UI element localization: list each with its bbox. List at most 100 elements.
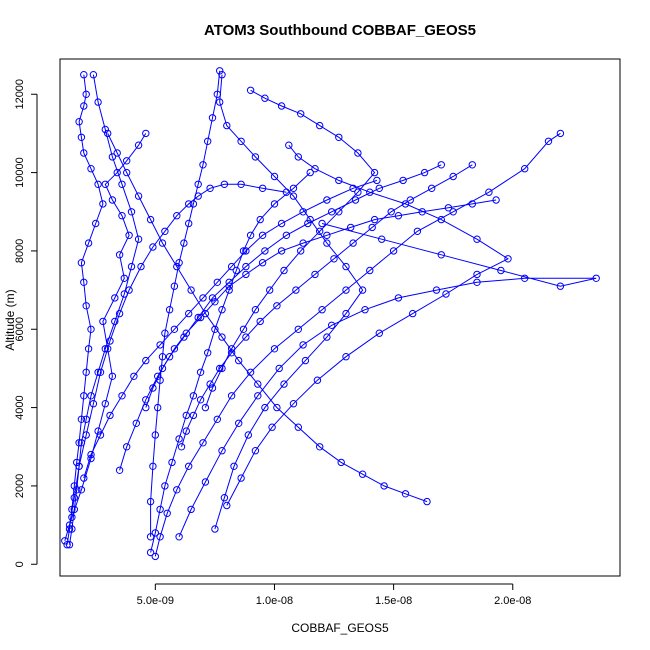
data-point: [204, 137, 212, 146]
data-point: [289, 400, 298, 408]
data-point: [75, 462, 83, 470]
data-point: [246, 86, 255, 95]
data-point: [544, 137, 553, 146]
data-point: [246, 231, 255, 240]
data-point: [182, 411, 191, 420]
data-point: [223, 121, 231, 130]
data-point: [146, 497, 155, 506]
data-point: [254, 392, 262, 400]
data-point: [521, 165, 529, 173]
data-point: [285, 141, 293, 149]
data-point: [196, 368, 205, 376]
data-point: [87, 450, 95, 459]
data-point: [206, 380, 214, 388]
data-point: [65, 541, 74, 549]
data-point: [368, 223, 376, 232]
data-point: [442, 290, 450, 298]
data-point: [220, 180, 229, 189]
data-point: [101, 180, 110, 189]
data-point: [180, 333, 188, 341]
y-tick-label: 2000: [14, 474, 26, 498]
data-point: [289, 184, 298, 193]
data-point: [437, 251, 445, 259]
data-point: [420, 168, 429, 177]
data-point: [213, 278, 222, 286]
data-point: [349, 239, 357, 247]
data-point: [227, 262, 236, 271]
data-point: [158, 364, 167, 373]
data-point: [189, 392, 198, 400]
data-point: [173, 212, 181, 220]
data-point: [173, 486, 181, 494]
data-point: [216, 67, 224, 75]
data-point: [266, 286, 274, 294]
data-point: [375, 329, 383, 337]
data-point: [258, 259, 267, 267]
data-point: [70, 505, 79, 514]
series-3: [151, 129, 565, 561]
data-point: [227, 392, 236, 400]
data-point: [335, 208, 343, 216]
data-point: [194, 180, 202, 189]
data-point: [370, 215, 379, 224]
data-point: [208, 294, 217, 302]
data-point: [115, 466, 124, 474]
series-11: [146, 67, 224, 541]
data-point: [370, 168, 379, 177]
data-point: [77, 486, 86, 494]
data-point: [89, 71, 98, 79]
data-point: [142, 129, 150, 138]
data-point: [201, 309, 210, 318]
data-point: [213, 90, 222, 99]
data-point: [92, 219, 100, 228]
data-point: [220, 494, 229, 502]
data-point: [154, 403, 162, 412]
data-point: [82, 302, 90, 310]
data-point: [158, 353, 167, 361]
data-point: [328, 321, 336, 329]
data-point: [199, 294, 207, 302]
data-point: [387, 208, 395, 216]
data-point: [299, 239, 307, 247]
data-point: [80, 392, 88, 400]
data-point: [342, 286, 350, 294]
data-point: [289, 192, 298, 200]
data-point: [399, 176, 407, 185]
data-point: [394, 294, 403, 302]
data-point: [84, 345, 93, 353]
data-point: [497, 266, 505, 275]
data-point: [223, 501, 231, 510]
plot-frame: [59, 58, 621, 577]
data-point: [258, 184, 267, 193]
data-point: [115, 309, 124, 318]
data-point: [185, 200, 193, 208]
data-point: [413, 227, 422, 236]
data-point: [318, 219, 326, 228]
data-point: [106, 337, 114, 345]
data-point: [432, 286, 441, 294]
data-point: [297, 247, 305, 255]
data-point: [185, 219, 193, 228]
data-point: [82, 90, 90, 99]
data-point: [380, 482, 388, 490]
data-point: [437, 215, 445, 224]
data-point: [201, 403, 210, 412]
data-point: [142, 403, 150, 412]
data-point: [113, 149, 121, 157]
data-point: [175, 533, 183, 541]
data-point: [163, 509, 171, 517]
data-point: [94, 180, 102, 189]
data-point: [492, 196, 500, 204]
data-point: [80, 278, 88, 286]
data-point: [261, 94, 269, 102]
series-layer: [61, 67, 600, 561]
data-point: [68, 525, 76, 533]
data-point: [473, 270, 481, 279]
data-point: [556, 282, 565, 290]
series-line: [214, 74, 364, 530]
data-point: [196, 313, 205, 322]
series-line: [145, 199, 497, 408]
data-point: [318, 306, 326, 314]
data-point: [75, 439, 83, 447]
